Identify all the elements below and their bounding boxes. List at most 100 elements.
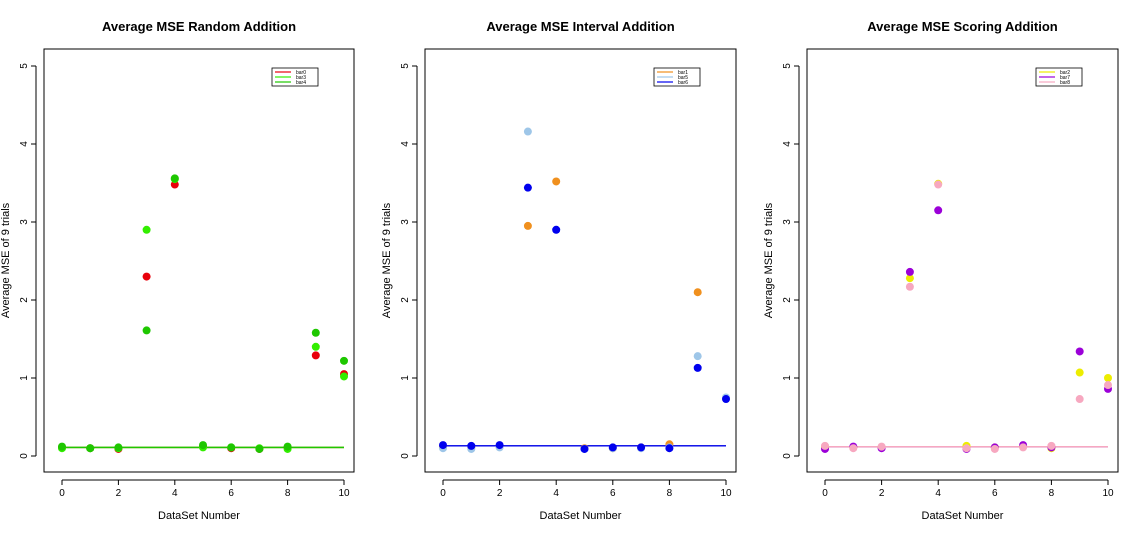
data-point-bar0 [311,351,320,360]
data-point-bar6 [523,183,532,192]
data-point-bar6 [693,363,702,372]
x-axis-label: DataSet Number [922,510,1004,522]
y-tick-label: 1 [782,375,793,381]
y-tick-label: 4 [782,141,793,147]
x-tick-label: 8 [285,488,291,499]
data-point-bar8 [821,441,829,450]
data-point-bar8 [905,282,914,291]
data-point-bar7 [905,267,914,276]
data-point-bar2 [1104,374,1112,382]
data-point-bar0 [142,272,151,281]
data-point-bar8 [849,444,858,453]
plot-frame [806,48,1119,473]
y-tick-label: 1 [19,375,30,381]
legend-label-bar0: bar0 [296,70,306,76]
x-axis-label: DataSet Number [158,510,240,522]
legend-label-bar1: bar1 [678,70,688,76]
data-point-bar6 [608,443,617,452]
plot-frame [43,48,355,473]
legend-label-bar2: bar2 [1060,70,1070,76]
x-tick-label: 8 [1049,488,1055,499]
y-tick-label: 3 [782,219,793,225]
data-point-bar1 [693,288,702,297]
x-tick-label: 0 [59,488,65,499]
data-point-bar1 [552,177,561,186]
data-point-bar7 [934,206,943,215]
x-tick-label: 10 [720,488,732,499]
x-tick-label: 10 [1102,488,1114,499]
x-tick-label: 6 [610,488,616,499]
data-point-bar6 [580,444,589,453]
data-point-bar4 [170,174,179,183]
data-point-bar8 [990,444,999,453]
x-tick-label: 0 [822,488,828,499]
x-tick-label: 10 [338,488,350,499]
x-tick-label: 8 [667,488,673,499]
y-tick-label: 0 [19,453,30,459]
chart-title: Average MSE Random Addition [102,19,296,34]
data-point-bar5 [693,352,702,361]
y-tick-label: 3 [19,219,30,225]
data-point-bar6 [722,395,730,404]
data-point-bar8 [1019,443,1028,452]
x-tick-label: 2 [116,488,122,499]
chart-title: Average MSE Scoring Addition [867,19,1058,34]
data-point-bar8 [962,444,971,453]
y-axis-label: Average MSE of 9 trials [381,202,393,318]
y-axis-label: Average MSE of 9 trials [763,202,775,318]
data-point-bar4 [340,356,348,365]
x-tick-label: 4 [935,488,941,499]
y-axis-label: Average MSE of 9 trials [0,202,12,318]
data-point-bar8 [1104,381,1112,390]
data-point-bar4 [199,441,207,450]
legend-label-bar6: bar6 [678,80,688,86]
data-point-bar2 [1075,368,1084,377]
y-tick-label: 2 [400,297,411,303]
data-point-bar6 [637,443,646,452]
data-point-bar1 [523,221,532,230]
data-point-bar3 [311,342,320,351]
x-tick-label: 6 [228,488,234,499]
data-point-bar4 [114,443,123,452]
data-point-bar6 [665,444,674,453]
x-tick-label: 4 [172,488,178,499]
y-tick-label: 2 [19,297,30,303]
legend-label-bar4: bar4 [296,80,306,86]
data-point-bar3 [142,225,151,234]
chart-title: Average MSE Interval Addition [486,19,674,34]
x-tick-label: 2 [497,488,503,499]
data-point-bar4 [86,444,95,453]
x-tick-label: 2 [879,488,885,499]
data-point-bar4 [58,442,66,451]
data-point-bar8 [877,442,886,451]
data-point-bar4 [255,444,264,453]
data-point-bar8 [934,180,943,189]
data-point-bar5 [523,127,532,136]
x-tick-label: 4 [553,488,559,499]
data-point-bar6 [467,441,476,450]
data-point-bar4 [311,328,320,337]
x-tick-label: 0 [440,488,446,499]
x-axis-label: DataSet Number [540,510,622,522]
data-point-bar6 [439,441,447,450]
data-point-bar4 [283,442,292,451]
y-tick-label: 5 [19,63,30,69]
data-point-bar7 [1075,347,1084,356]
y-tick-label: 1 [400,375,411,381]
data-point-bar8 [1047,441,1056,450]
y-tick-label: 3 [400,219,411,225]
legend-label-bar7: bar7 [1060,75,1070,81]
y-tick-label: 4 [19,141,30,147]
data-point-bar8 [1075,395,1084,404]
x-tick-label: 6 [992,488,998,499]
y-tick-label: 0 [782,453,793,459]
y-tick-label: 0 [400,453,411,459]
legend-label-bar5: bar5 [678,75,688,81]
y-tick-label: 4 [400,141,411,147]
plot-frame [424,48,737,473]
data-point-bar2 [905,274,914,283]
legend-label-bar8: bar8 [1060,80,1070,86]
